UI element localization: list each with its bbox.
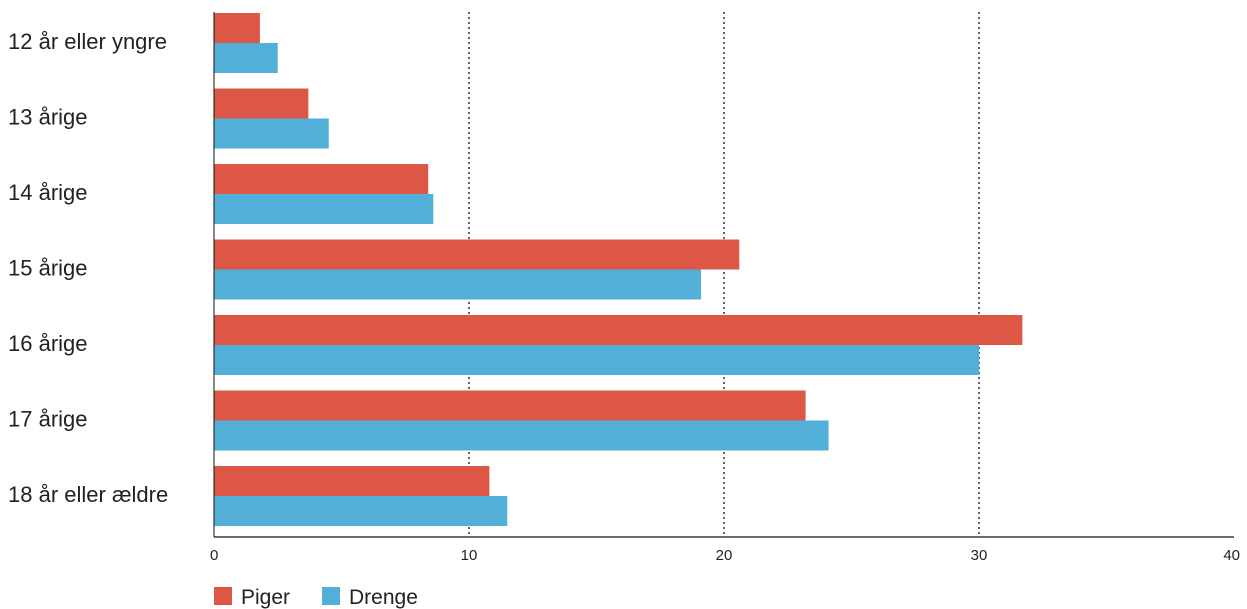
bar-drenge-0 bbox=[214, 43, 278, 73]
category-label-5: 17 årige bbox=[8, 407, 88, 432]
category-labels: 12 år eller yngre 13 årige 14 årige 15 årig… bbox=[8, 29, 168, 507]
x-tick-label-20: 20 bbox=[716, 547, 733, 564]
x-tick-label-0: 0 bbox=[210, 547, 218, 564]
legend-label-drenge: Drenge bbox=[349, 586, 418, 609]
bar-drenge-5 bbox=[214, 420, 829, 451]
category-label-2: 14 årige bbox=[8, 180, 88, 205]
x-tick-label-10: 10 bbox=[461, 547, 478, 564]
x-axis: 0 10 20 30 40 bbox=[210, 12, 1240, 564]
bar-piger-4 bbox=[214, 315, 1023, 345]
category-label-3: 15 årige bbox=[8, 256, 88, 281]
category-label-0: 12 år eller yngre bbox=[8, 29, 167, 54]
x-tick-label-40: 40 bbox=[1223, 547, 1240, 564]
legend: Piger Drenge bbox=[214, 586, 418, 609]
legend-swatch-drenge bbox=[322, 587, 340, 605]
bars bbox=[214, 13, 1023, 526]
bar-drenge-6 bbox=[214, 496, 508, 526]
legend-label-piger: Piger bbox=[241, 586, 290, 609]
bar-piger-2 bbox=[214, 164, 429, 194]
category-label-6: 18 år eller ældre bbox=[8, 482, 168, 507]
bar-piger-3 bbox=[214, 239, 740, 270]
bar-drenge-3 bbox=[214, 269, 702, 300]
x-tick-label-30: 30 bbox=[971, 547, 988, 564]
bar-drenge-4 bbox=[214, 345, 979, 375]
bar-piger-6 bbox=[214, 466, 490, 496]
bar-piger-5 bbox=[214, 390, 806, 421]
legend-swatch-piger bbox=[214, 587, 232, 605]
category-label-4: 16 årige bbox=[8, 331, 88, 356]
category-label-1: 13 årige bbox=[8, 105, 88, 130]
bar-piger-0 bbox=[214, 13, 260, 43]
bar-drenge-1 bbox=[214, 118, 329, 149]
bar-drenge-2 bbox=[214, 194, 434, 224]
bar-piger-1 bbox=[214, 88, 309, 119]
